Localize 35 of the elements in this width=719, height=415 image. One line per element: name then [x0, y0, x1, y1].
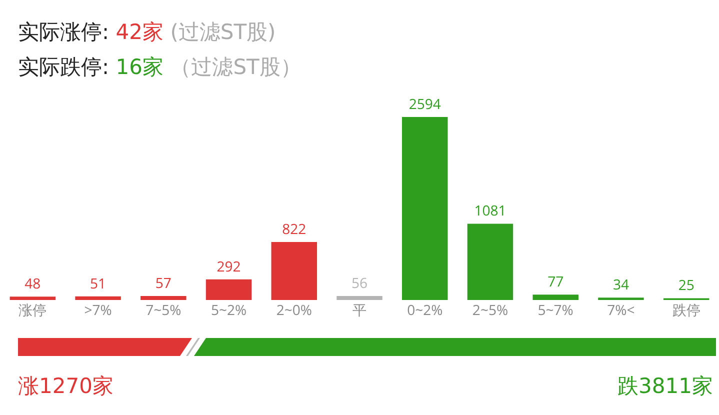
x-tick-label: 平: [352, 301, 366, 320]
bar: [532, 294, 578, 300]
x-tick-label: 7%<: [607, 301, 635, 320]
bar: [467, 224, 514, 300]
data-label: 2594: [408, 95, 441, 114]
x-tick-label: 跌停: [672, 301, 700, 320]
x-tick-label: 2~5%: [472, 301, 508, 320]
x-tick-label: 7~5%: [146, 301, 182, 320]
chart-title: 实际涨停: 42家 (过滤ST股): [18, 19, 276, 46]
data-label: 292: [216, 257, 241, 276]
data-label: 1081: [474, 202, 506, 221]
bar: [75, 296, 121, 300]
x-tick-label: 涨停: [18, 301, 47, 320]
x-tick-label: 2~0%: [276, 301, 312, 320]
bar: [336, 296, 382, 300]
bar: [10, 296, 56, 300]
x-tick-label: 0~2%: [407, 301, 443, 320]
bar: [402, 117, 448, 300]
data-label: 56: [351, 274, 368, 294]
bar: [206, 279, 252, 300]
data-label: 822: [282, 220, 306, 240]
text: 跌3811家: [618, 373, 713, 400]
x-tick-label: >7%: [84, 301, 112, 320]
data-label: 25: [678, 276, 694, 296]
data-label: 77: [548, 272, 564, 292]
bar: [271, 242, 318, 300]
data-label: 34: [612, 276, 629, 295]
data-label: 48: [24, 274, 41, 294]
data-label: 51: [90, 274, 106, 294]
text: 涨1270家: [18, 373, 114, 400]
x-tick-label: 5~2%: [210, 301, 247, 320]
x-tick-label: 5~7%: [538, 301, 574, 320]
chart-subtitle: 实际跌停: 16家 （过滤ST股）: [18, 54, 302, 81]
data-label: 57: [155, 274, 172, 293]
bar: [140, 296, 186, 300]
